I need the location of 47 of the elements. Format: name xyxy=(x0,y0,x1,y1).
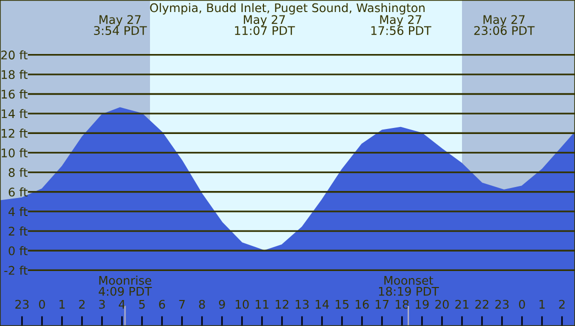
x-tick-label: 20 xyxy=(435,300,449,309)
y-tick-label: 8 ft xyxy=(8,168,28,177)
y-tick-label: 16 ft xyxy=(2,89,28,99)
y-tick-label: 4 ft xyxy=(8,206,28,216)
x-tick-label: 0 xyxy=(519,300,525,309)
x-tick-label: 18 xyxy=(396,300,409,309)
ref-line-label: Moonrise 4:09 PDT xyxy=(98,276,152,296)
ref-line-label: Moonset 18:19 PDT xyxy=(379,276,439,296)
x-tick-label: 11 xyxy=(256,300,268,309)
y-tick-label: 2 ft xyxy=(8,226,28,236)
y-tick-label: 12 ft xyxy=(2,128,28,138)
annotation: May 27 11:07 PDT xyxy=(235,15,295,35)
x-tick-label: 1 xyxy=(60,300,65,309)
annotation: May 27 23:06 PDT xyxy=(474,15,535,35)
x-tick-label: 17 xyxy=(376,300,388,309)
x-tick-label: 2 xyxy=(559,300,565,309)
x-tick-label: 7 xyxy=(179,300,185,309)
x-tick-label: 4 xyxy=(118,300,126,309)
y-tick-label: 14 ft xyxy=(2,109,28,118)
x-tick-label: 12 xyxy=(276,300,288,309)
x-tick-label: 16 xyxy=(356,300,369,309)
x-tick-label: 19 xyxy=(416,300,429,309)
x-tick-label: 3 xyxy=(99,300,105,309)
x-tick-label: 10 xyxy=(236,300,249,309)
x-tick-label: 22 xyxy=(475,300,488,309)
y-tick-label: -2 ft xyxy=(4,266,28,275)
x-tick-label: 21 xyxy=(455,300,468,309)
x-tick-label: 23 xyxy=(495,300,509,309)
x-tick-label: 13 xyxy=(296,300,309,309)
x-tick-label: 23 xyxy=(15,300,29,309)
x-tick-label: 15 xyxy=(336,300,348,309)
x-tick-label: 9 xyxy=(218,300,225,309)
y-tick-label: 6 ft xyxy=(8,187,28,197)
y-tick-label: 10 ft xyxy=(2,148,28,158)
x-tick-label: 14 xyxy=(316,300,329,309)
x-tick-label: 5 xyxy=(139,300,145,309)
x-tick-label: 6 xyxy=(159,300,166,309)
chart-title: Olympia, Budd Inlet, Puget Sound, Washington xyxy=(150,3,425,14)
x-tick-label: 8 xyxy=(199,300,205,309)
x-tick-label: 2 xyxy=(79,300,85,309)
x-tick-label: 1 xyxy=(540,300,545,309)
y-tick-label: 0 ft xyxy=(8,246,28,256)
y-tick-label: 18 ft xyxy=(2,70,28,80)
annotation: May 27 17:56 PDT xyxy=(371,15,432,35)
annotation: May 27 3:54 PDT xyxy=(94,15,147,35)
x-tick-label: 0 xyxy=(39,300,45,309)
y-tick-label: 20 ft xyxy=(1,50,28,60)
